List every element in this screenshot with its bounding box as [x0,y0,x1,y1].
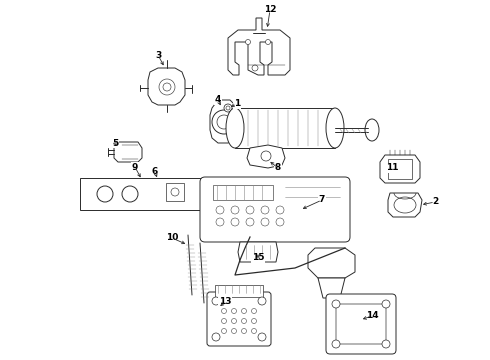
Circle shape [221,319,226,324]
Polygon shape [388,193,422,217]
FancyBboxPatch shape [336,304,386,344]
Text: 4: 4 [215,95,221,104]
Circle shape [266,40,270,45]
Circle shape [231,206,239,214]
Circle shape [226,106,230,110]
Circle shape [97,186,113,202]
Circle shape [231,309,237,314]
Text: 5: 5 [112,139,118,148]
Circle shape [258,333,266,341]
Ellipse shape [365,119,379,141]
Circle shape [171,188,179,196]
Circle shape [221,309,226,314]
Circle shape [231,319,237,324]
Circle shape [332,340,340,348]
Circle shape [242,319,246,324]
Circle shape [216,218,224,226]
Bar [388,159,412,179]
Bar [166,183,184,201]
Circle shape [212,110,236,134]
Polygon shape [380,155,420,183]
Text: 12: 12 [264,5,276,14]
Polygon shape [247,145,285,168]
Bar [235,108,335,148]
Ellipse shape [394,197,416,213]
Text: 11: 11 [386,163,398,172]
Polygon shape [228,18,290,75]
Bar [213,185,273,200]
Polygon shape [148,68,185,105]
Text: 3: 3 [155,50,161,59]
Circle shape [224,104,232,112]
Ellipse shape [226,108,244,148]
Ellipse shape [326,108,344,148]
Polygon shape [318,278,345,298]
Polygon shape [308,248,355,278]
Bar [215,285,263,297]
Circle shape [252,65,258,71]
Circle shape [276,206,284,214]
Circle shape [122,186,138,202]
Text: 13: 13 [219,297,231,306]
Circle shape [231,218,239,226]
Circle shape [251,328,256,333]
FancyBboxPatch shape [207,292,271,346]
Circle shape [159,79,175,95]
FancyBboxPatch shape [326,294,396,354]
Circle shape [246,206,254,214]
Circle shape [382,300,390,308]
Circle shape [231,328,237,333]
Circle shape [212,297,220,305]
Circle shape [251,309,256,314]
Text: 8: 8 [275,163,281,172]
Circle shape [163,83,171,91]
Circle shape [261,218,269,226]
Circle shape [217,115,231,129]
Text: 6: 6 [152,167,158,176]
Text: 14: 14 [366,311,378,320]
Text: 2: 2 [432,198,438,207]
Circle shape [242,328,246,333]
Circle shape [276,218,284,226]
Circle shape [216,206,224,214]
Text: 1: 1 [234,99,240,108]
Text: 15: 15 [252,253,264,262]
Text: 9: 9 [132,162,138,171]
Polygon shape [210,100,238,143]
Circle shape [382,340,390,348]
Bar [80,178,255,210]
Polygon shape [238,242,278,262]
Circle shape [221,328,226,333]
Circle shape [212,333,220,341]
Circle shape [251,319,256,324]
Circle shape [242,309,246,314]
Circle shape [246,218,254,226]
Circle shape [261,151,271,161]
Circle shape [332,300,340,308]
Polygon shape [114,142,142,162]
Circle shape [261,206,269,214]
FancyBboxPatch shape [200,177,350,242]
Circle shape [245,40,250,45]
Text: 10: 10 [166,234,178,243]
Text: 7: 7 [319,195,325,204]
Circle shape [258,297,266,305]
